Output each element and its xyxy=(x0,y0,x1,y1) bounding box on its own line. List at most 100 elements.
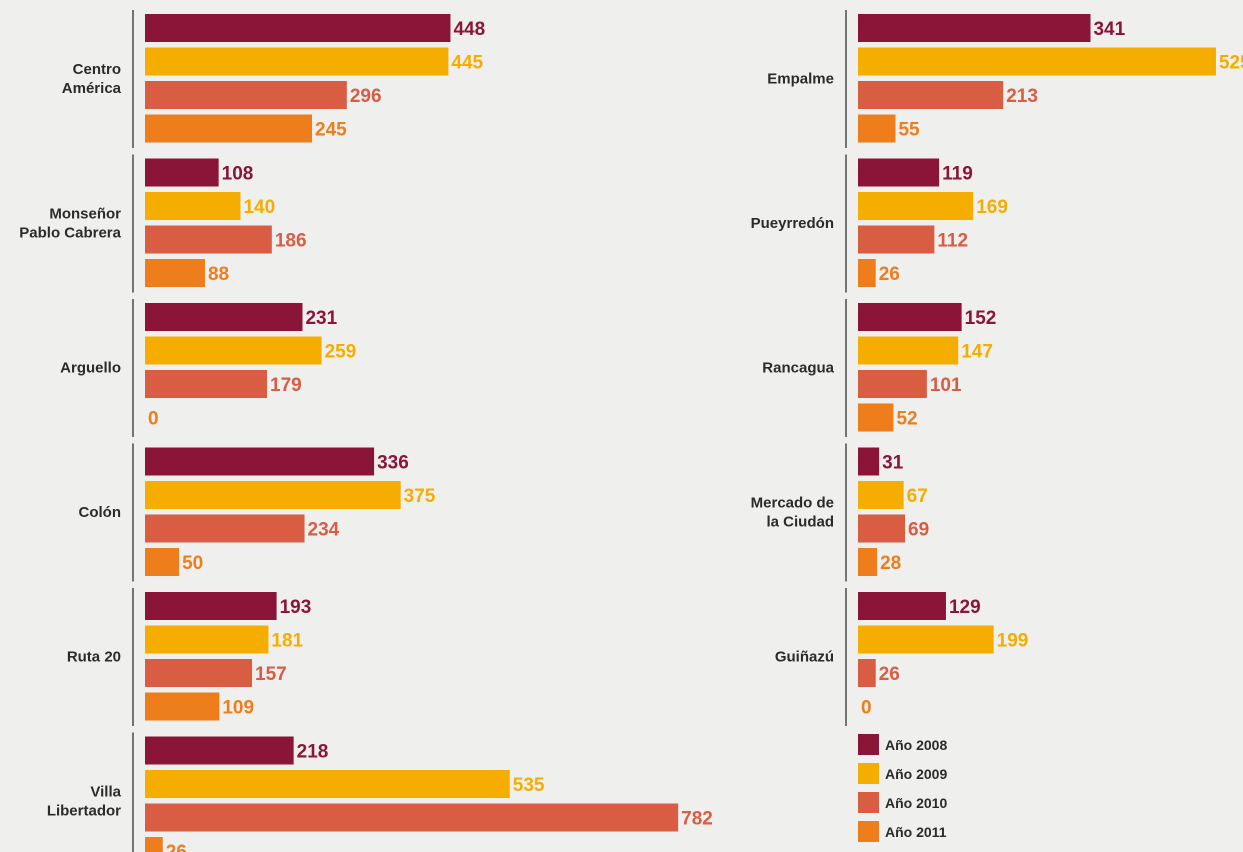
bar xyxy=(858,192,974,220)
value-label: 52 xyxy=(896,409,917,430)
value-label: 0 xyxy=(148,409,159,430)
bar xyxy=(145,447,375,476)
value-label: 445 xyxy=(451,53,483,74)
bar xyxy=(858,158,940,187)
value-label: 535 xyxy=(513,775,545,796)
bar xyxy=(145,225,272,254)
category-label: Pueyrredón xyxy=(751,215,834,232)
value-label: 109 xyxy=(222,698,254,719)
value-label: 199 xyxy=(997,631,1029,652)
value-label: 31 xyxy=(882,453,904,474)
bar xyxy=(858,659,876,687)
value-label: 119 xyxy=(942,164,973,185)
value-label: 67 xyxy=(907,486,928,507)
bar xyxy=(145,692,220,721)
legend-swatch xyxy=(858,763,879,784)
bar xyxy=(145,837,163,852)
value-label: 448 xyxy=(453,19,485,40)
bar xyxy=(145,481,401,509)
value-label: 26 xyxy=(879,664,900,685)
category-label: Empalme xyxy=(767,70,834,87)
bar xyxy=(145,770,510,798)
category-label: Colón xyxy=(79,504,122,521)
bar xyxy=(145,158,219,187)
value-label: 26 xyxy=(166,842,187,852)
value-label: 234 xyxy=(308,520,340,541)
value-label: 169 xyxy=(976,197,1008,218)
bar xyxy=(145,736,294,765)
bar xyxy=(858,14,1091,42)
legend: Año 2008 Año 2009 Año 2010 Año 2011 xyxy=(858,734,947,842)
category-group: Colón 336 375 234 50 xyxy=(79,443,436,582)
bar xyxy=(858,336,959,365)
legend-label: Año 2010 xyxy=(885,795,947,811)
legend-swatch xyxy=(858,792,879,813)
category-group: Rancagua 152 147 101 52 xyxy=(762,299,996,437)
category-group: Guiñazú 129 199 26 0 xyxy=(775,588,1029,726)
bar xyxy=(145,81,347,109)
bar xyxy=(145,47,449,76)
value-label: 88 xyxy=(208,264,229,285)
legend-item: Año 2010 xyxy=(858,792,947,813)
bar xyxy=(858,514,906,543)
value-label: 782 xyxy=(681,809,713,830)
value-label: 213 xyxy=(1006,86,1038,107)
legend-label: Año 2009 xyxy=(885,766,947,782)
value-label: 140 xyxy=(243,197,275,218)
value-label: 525 xyxy=(1219,53,1243,74)
bar xyxy=(858,548,878,576)
value-label: 69 xyxy=(908,520,929,541)
category-label: Guiñazú xyxy=(775,648,834,665)
category-group: Arguello 231 259 179 0 xyxy=(60,299,356,437)
bar xyxy=(145,192,241,220)
value-label: 186 xyxy=(275,231,307,252)
value-label: 341 xyxy=(1093,19,1125,40)
value-label: 218 xyxy=(297,742,329,763)
bar xyxy=(145,336,322,365)
bar xyxy=(145,803,679,832)
category-label: Villa Libertador xyxy=(47,783,122,819)
bar xyxy=(145,370,268,398)
value-label: 181 xyxy=(271,631,303,652)
bar xyxy=(145,514,305,543)
value-label: 375 xyxy=(404,486,436,507)
value-label: 152 xyxy=(965,308,997,329)
category-label: Ruta 20 xyxy=(67,648,121,665)
value-label: 193 xyxy=(280,597,312,618)
value-label: 0 xyxy=(861,698,872,719)
value-label: 336 xyxy=(377,453,409,474)
value-label: 129 xyxy=(949,597,981,618)
bar xyxy=(858,625,994,654)
legend-label: Año 2008 xyxy=(885,737,947,753)
bar xyxy=(145,114,313,143)
legend-item: Año 2009 xyxy=(858,763,947,784)
bar xyxy=(145,659,253,687)
bar xyxy=(145,592,277,620)
value-label: 157 xyxy=(255,664,287,685)
value-label: 231 xyxy=(305,308,337,329)
category-label: Arguello xyxy=(60,359,121,376)
bar xyxy=(858,592,946,620)
category-group: Empalme 341 525 213 55 xyxy=(767,10,1243,148)
value-label: 245 xyxy=(315,120,347,141)
category-label: Centro América xyxy=(62,61,122,97)
bar xyxy=(858,259,876,287)
category-label: Mercado de la Ciudad xyxy=(751,494,834,530)
legend-item: Año 2011 xyxy=(858,821,947,842)
bar xyxy=(858,225,935,254)
bar xyxy=(145,625,269,654)
bar xyxy=(858,114,896,143)
bar xyxy=(858,481,904,509)
bar xyxy=(145,303,303,331)
value-label: 112 xyxy=(937,231,968,252)
value-label: 296 xyxy=(350,86,382,107)
value-label: 101 xyxy=(930,375,962,396)
bar xyxy=(858,403,894,432)
bar xyxy=(858,303,962,331)
category-label: Monseñor Pablo Cabrera xyxy=(19,205,121,241)
